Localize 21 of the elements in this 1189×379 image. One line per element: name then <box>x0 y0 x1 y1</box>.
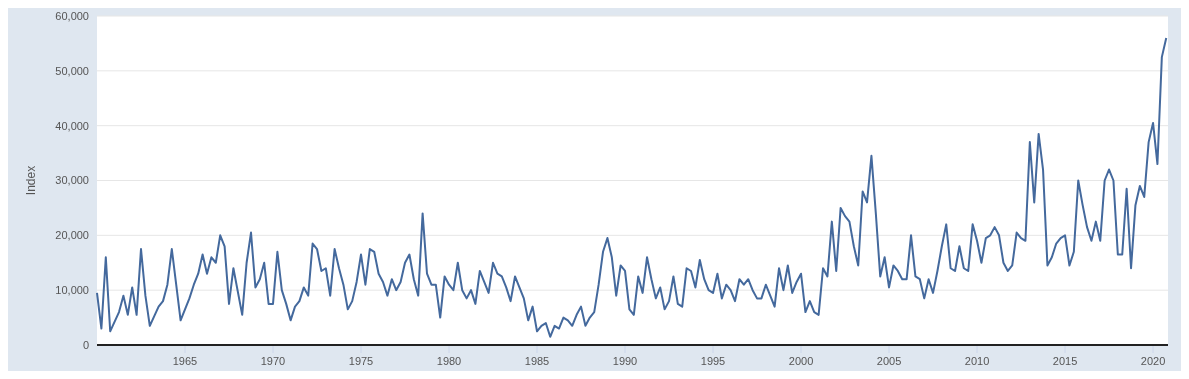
y-tick-label: 50,000 <box>55 64 89 77</box>
y-axis-title: Index <box>24 165 38 196</box>
y-tick-label: 40,000 <box>55 119 89 132</box>
x-tick-label: 1980 <box>436 355 462 367</box>
x-tick-label: 1995 <box>700 355 726 367</box>
y-tick-label: 30,000 <box>55 174 89 187</box>
y-tick-label: 10,000 <box>55 284 89 297</box>
y-tick-label: 60,000 <box>55 9 89 22</box>
x-tick-label: 1965 <box>172 355 198 367</box>
x-tick-label: 2005 <box>876 355 902 367</box>
x-tick-label: 2020 <box>1140 355 1166 367</box>
line-series <box>96 36 1168 338</box>
x-tick-label: 1990 <box>612 355 638 367</box>
x-tick-label: 1970 <box>260 355 286 367</box>
x-tick-label: 1985 <box>524 355 550 367</box>
x-tick-label: 2000 <box>788 355 814 367</box>
y-tick-label: 20,000 <box>55 229 89 242</box>
x-tick-label: 1975 <box>348 355 374 367</box>
x-tick-label: 2015 <box>1052 355 1078 367</box>
y-tick-label: 0 <box>82 338 89 351</box>
x-tick-label: 2010 <box>964 355 990 367</box>
